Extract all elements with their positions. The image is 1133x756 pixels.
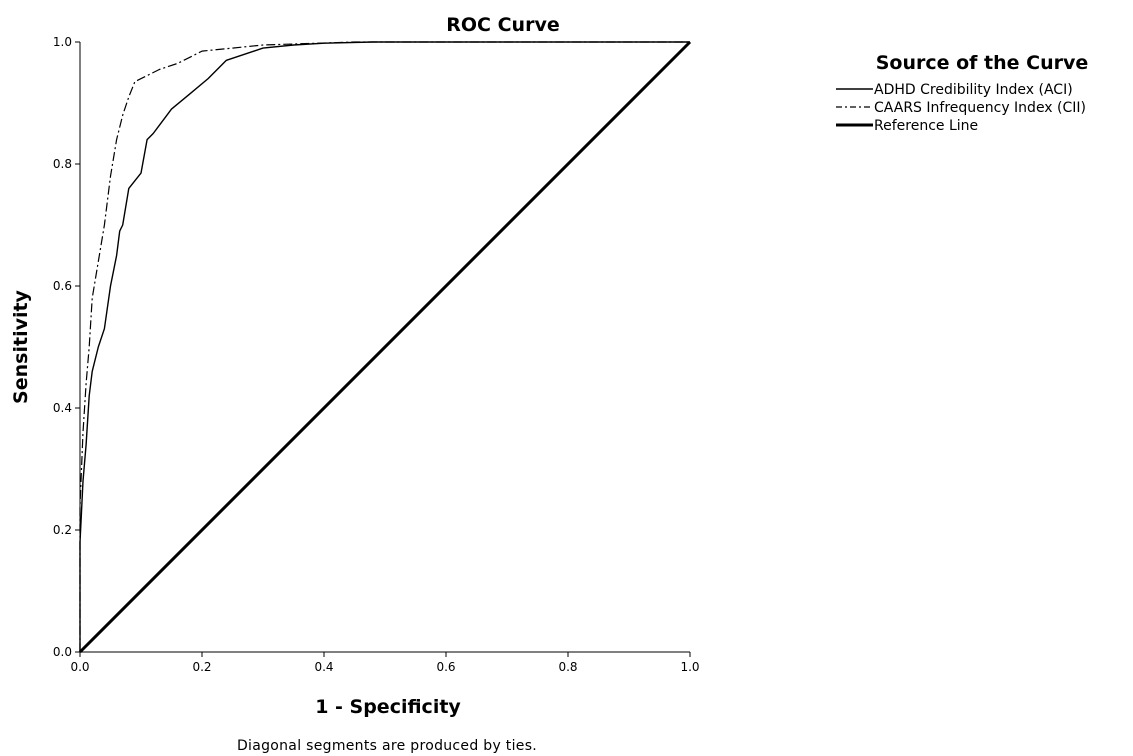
y-axis-title: Sensitivity — [10, 289, 32, 403]
series-line-reference-line — [78, 40, 692, 654]
x-tick-label: 0.6 — [436, 660, 455, 674]
y-tick-label: 0.8 — [53, 157, 72, 171]
legend-items: ADHD Credibility Index (ACI) CAARS Infreq… — [836, 82, 1086, 134]
chart-title: ROC Curve — [446, 14, 559, 36]
series-layer — [78, 40, 692, 654]
y-tick-label: 0.2 — [53, 523, 72, 537]
x-axis-ticks: 0.0 0.2 0.4 0.6 0.8 1.0 — [70, 652, 700, 674]
y-tick-label: 0.6 — [53, 279, 72, 293]
y-axis-ticks: 0.0 0.2 0.4 0.6 0.8 1.0 — [53, 35, 80, 659]
legend: Source of the Curve ADHD Credibility Ind… — [836, 52, 1088, 134]
x-tick-label: 0.0 — [70, 660, 89, 674]
series-line-caars-infrequency-index-cii — [79, 41, 690, 652]
y-tick-label: 1.0 — [53, 35, 72, 49]
x-tick-label: 0.8 — [558, 660, 577, 674]
y-tick-label: 0.0 — [53, 645, 72, 659]
legend-title: Source of the Curve — [876, 52, 1089, 74]
legend-label-caars-infrequency-index-cii: CAARS Infrequency Index (CII) — [874, 100, 1086, 116]
chart-footnote: Diagonal segments are produced by ties. — [237, 738, 537, 754]
x-tick-label: 0.4 — [314, 660, 333, 674]
x-tick-label: 0.2 — [192, 660, 211, 674]
series-line-adhd-credibility-index-aci — [79, 41, 690, 652]
y-tick-label: 0.4 — [53, 401, 72, 415]
legend-label-adhd-credibility-index-aci: ADHD Credibility Index (ACI) — [874, 82, 1073, 98]
legend-label-reference-line: Reference Line — [874, 118, 978, 134]
plot-area: 0.0 0.2 0.4 0.6 0.8 1.0 0.0 0.2 0.4 0.6 0.8 1.0 — [53, 35, 700, 674]
x-axis-title: 1 - Specificity — [315, 696, 461, 718]
x-tick-label: 1.0 — [680, 660, 699, 674]
